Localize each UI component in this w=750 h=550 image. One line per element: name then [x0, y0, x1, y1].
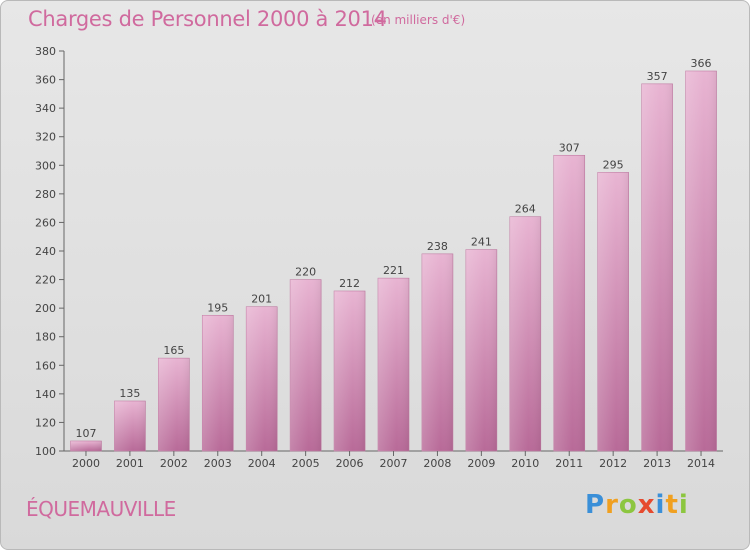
data-label: 241	[471, 236, 492, 249]
commune-name: ÉQUEMAUVILLE	[26, 497, 176, 521]
data-label: 212	[339, 277, 360, 290]
logo-letter: o	[618, 490, 638, 520]
x-tick-label: 2011	[555, 457, 583, 470]
x-tick-label: 2002	[160, 457, 188, 470]
data-label: 295	[603, 158, 624, 171]
x-tick-label: 2005	[292, 457, 320, 470]
x-tick-label: 2007	[380, 457, 408, 470]
bar-shade	[553, 155, 585, 452]
y-tick-label: 260	[35, 216, 56, 229]
data-label: 135	[119, 387, 140, 400]
bar-shade	[685, 71, 717, 451]
bar-shade	[378, 278, 409, 451]
bar-shade	[246, 306, 278, 451]
x-tick-label: 2000	[72, 457, 100, 470]
y-tick-label: 240	[35, 245, 56, 258]
chart-subtitle: (en milliers d'€)	[371, 13, 466, 27]
x-tick-label: 2001	[116, 457, 144, 470]
data-label: 366	[691, 57, 712, 70]
data-label: 221	[383, 264, 404, 277]
bar-shade	[641, 83, 673, 451]
data-label: 238	[427, 240, 448, 253]
x-tick-label: 2009	[467, 457, 495, 470]
x-tick-label: 2012	[599, 457, 627, 470]
data-label: 357	[647, 70, 668, 83]
y-tick-label: 300	[35, 159, 56, 172]
y-tick-label: 360	[35, 74, 56, 87]
bar-shade	[158, 358, 190, 451]
logo-letter: P	[585, 490, 606, 520]
x-tick-label: 2006	[336, 457, 364, 470]
bar-shade	[509, 216, 541, 451]
bar-shade	[290, 279, 322, 451]
logo-letter: x	[637, 490, 656, 520]
bar-shade	[114, 401, 146, 451]
y-tick-label: 140	[35, 388, 56, 401]
y-tick-label: 340	[35, 102, 56, 115]
x-tick-label: 2008	[423, 457, 451, 470]
data-label: 107	[75, 427, 96, 440]
y-tick-label: 200	[35, 302, 56, 315]
y-tick-label: 180	[35, 331, 56, 344]
y-tick-label: 320	[35, 131, 56, 144]
bar-shade	[70, 441, 102, 451]
x-tick-label: 2014	[687, 457, 715, 470]
data-label: 220	[295, 266, 316, 279]
bar-shade	[202, 315, 234, 451]
x-tick-label: 2004	[248, 457, 276, 470]
bar-shade	[465, 249, 497, 451]
x-tick-label: 2013	[643, 457, 671, 470]
data-label: 165	[163, 344, 184, 357]
logo-letter: i	[655, 490, 666, 520]
logo-letter: i	[678, 490, 689, 520]
y-tick-label: 120	[35, 416, 56, 429]
data-label: 307	[559, 141, 580, 154]
logo-letter: t	[665, 490, 679, 520]
x-tick-label: 2003	[204, 457, 232, 470]
bar-shade	[334, 291, 366, 451]
y-tick-label: 220	[35, 274, 56, 287]
data-label: 201	[251, 293, 272, 306]
x-tick-label: 2010	[511, 457, 539, 470]
y-tick-label: 380	[35, 45, 56, 58]
logo-letter: r	[605, 490, 619, 520]
y-tick-label: 160	[35, 359, 56, 372]
bar-shade	[421, 253, 453, 451]
data-label: 264	[515, 203, 536, 216]
y-tick-label: 280	[35, 188, 56, 201]
bar-shade	[597, 172, 629, 451]
data-label: 195	[207, 301, 228, 314]
proxiti-logo: Proxiti	[585, 490, 689, 520]
chart-title: Charges de Personnel 2000 à 2014	[28, 7, 387, 31]
y-tick-label: 100	[35, 445, 56, 458]
